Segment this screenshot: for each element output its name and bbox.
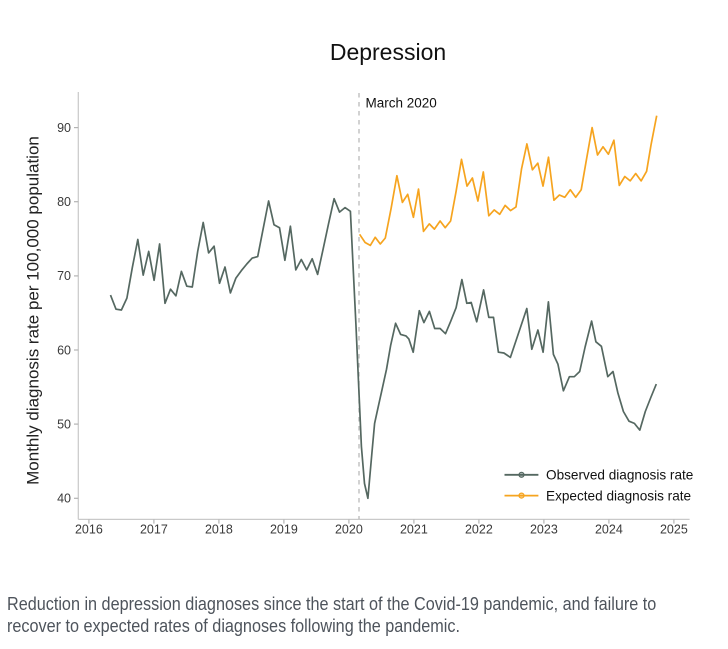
svg-text:2022: 2022 bbox=[465, 523, 493, 537]
svg-text:2019: 2019 bbox=[270, 523, 298, 537]
svg-text:2023: 2023 bbox=[530, 523, 558, 537]
svg-text:60: 60 bbox=[57, 343, 71, 357]
svg-text:Expected diagnosis rate: Expected diagnosis rate bbox=[546, 488, 691, 503]
svg-text:Monthly diagnosis rate per 100: Monthly diagnosis rate per 100,000 popul… bbox=[24, 136, 43, 485]
svg-text:2018: 2018 bbox=[205, 523, 233, 537]
svg-text:70: 70 bbox=[57, 269, 71, 283]
svg-text:March 2020: March 2020 bbox=[366, 96, 437, 111]
svg-text:2017: 2017 bbox=[140, 523, 168, 537]
svg-text:80: 80 bbox=[57, 195, 71, 209]
svg-text:Observed diagnosis rate: Observed diagnosis rate bbox=[546, 468, 693, 483]
svg-text:2020: 2020 bbox=[335, 523, 363, 537]
svg-text:2016: 2016 bbox=[75, 523, 103, 537]
svg-text:90: 90 bbox=[57, 121, 71, 135]
svg-text:40: 40 bbox=[57, 492, 71, 506]
svg-text:Depression: Depression bbox=[330, 39, 446, 65]
svg-text:50: 50 bbox=[57, 417, 71, 431]
svg-text:2021: 2021 bbox=[400, 523, 428, 537]
svg-text:2024: 2024 bbox=[595, 523, 623, 537]
svg-text:2025: 2025 bbox=[660, 523, 688, 537]
